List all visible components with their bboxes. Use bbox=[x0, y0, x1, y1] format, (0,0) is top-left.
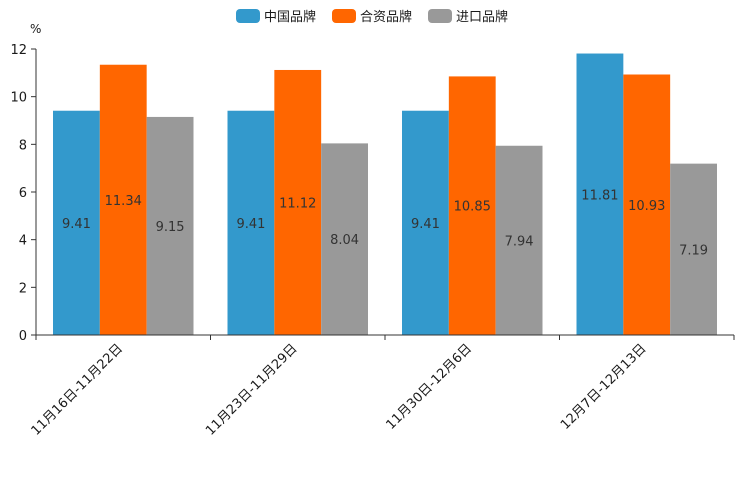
bar-3-2 bbox=[321, 143, 368, 335]
bar-value-label: 9.15 bbox=[156, 220, 185, 235]
bar-1-1 bbox=[53, 110, 100, 335]
y-tick-label: 0 bbox=[19, 329, 27, 344]
legend-swatch-2 bbox=[332, 9, 356, 23]
legend-label-2: 合资品牌 bbox=[360, 9, 412, 25]
legend: 中国品牌 合资品牌 进口品牌 bbox=[236, 9, 508, 25]
bar-2-1 bbox=[99, 64, 147, 335]
y-tick-label: 6 bbox=[19, 186, 27, 201]
bar-1-2 bbox=[227, 110, 275, 335]
legend-label-3: 进口品牌 bbox=[456, 9, 508, 25]
legend-label-1: 中国品牌 bbox=[264, 9, 316, 25]
bar-value-label: 11.34 bbox=[105, 194, 142, 209]
bar-value-label: 7.19 bbox=[679, 243, 708, 258]
bar-1-3 bbox=[402, 110, 449, 335]
x-category-label: 11月23日-11月29日 bbox=[203, 341, 300, 438]
bar-value-label: 8.04 bbox=[330, 233, 359, 248]
bar-3-4 bbox=[670, 163, 717, 335]
x-category-label: 11月30日-12月6日 bbox=[383, 341, 475, 433]
bar-value-label: 11.81 bbox=[581, 188, 618, 203]
bar-3-3 bbox=[495, 145, 543, 335]
x-axis: 11月16日-11月22日 11月23日-11月29日 11月30日-12月6日 12… bbox=[29, 334, 735, 439]
legend-swatch-1 bbox=[236, 9, 260, 23]
bar-3-1 bbox=[146, 116, 194, 335]
bar-value-label: 9.41 bbox=[236, 217, 265, 232]
bar-value-label: 7.94 bbox=[505, 234, 534, 249]
bar-value-label: 9.41 bbox=[62, 217, 91, 232]
y-tick-label: 4 bbox=[19, 234, 27, 249]
legend-swatch-3 bbox=[428, 9, 452, 23]
bars: 9.41 9.41 9.41 11.81 11.34 11.12 10.85 10.93 9.1… bbox=[53, 53, 717, 336]
y-tick-label: 10 bbox=[10, 91, 27, 106]
bar-1-4 bbox=[576, 53, 624, 336]
bar-2-4 bbox=[623, 74, 671, 336]
x-category-label: 12月7日-12月13日 bbox=[558, 341, 650, 433]
bar-2-2 bbox=[274, 69, 322, 336]
y-axis: 0 2 4 6 8 10 12 bbox=[10, 43, 37, 344]
y-tick-label: 2 bbox=[19, 281, 27, 296]
y-axis-unit-label: % bbox=[30, 22, 41, 36]
bar-value-label: 10.93 bbox=[628, 199, 665, 214]
y-tick-label: 12 bbox=[10, 43, 27, 58]
y-tick-label: 8 bbox=[19, 138, 27, 153]
x-category-label: 11月16日-11月22日 bbox=[29, 341, 126, 438]
bar-value-label: 11.12 bbox=[279, 196, 316, 211]
bar-value-label: 10.85 bbox=[454, 200, 491, 215]
bar-value-label: 9.41 bbox=[411, 217, 440, 232]
bar-2-3 bbox=[448, 76, 496, 336]
